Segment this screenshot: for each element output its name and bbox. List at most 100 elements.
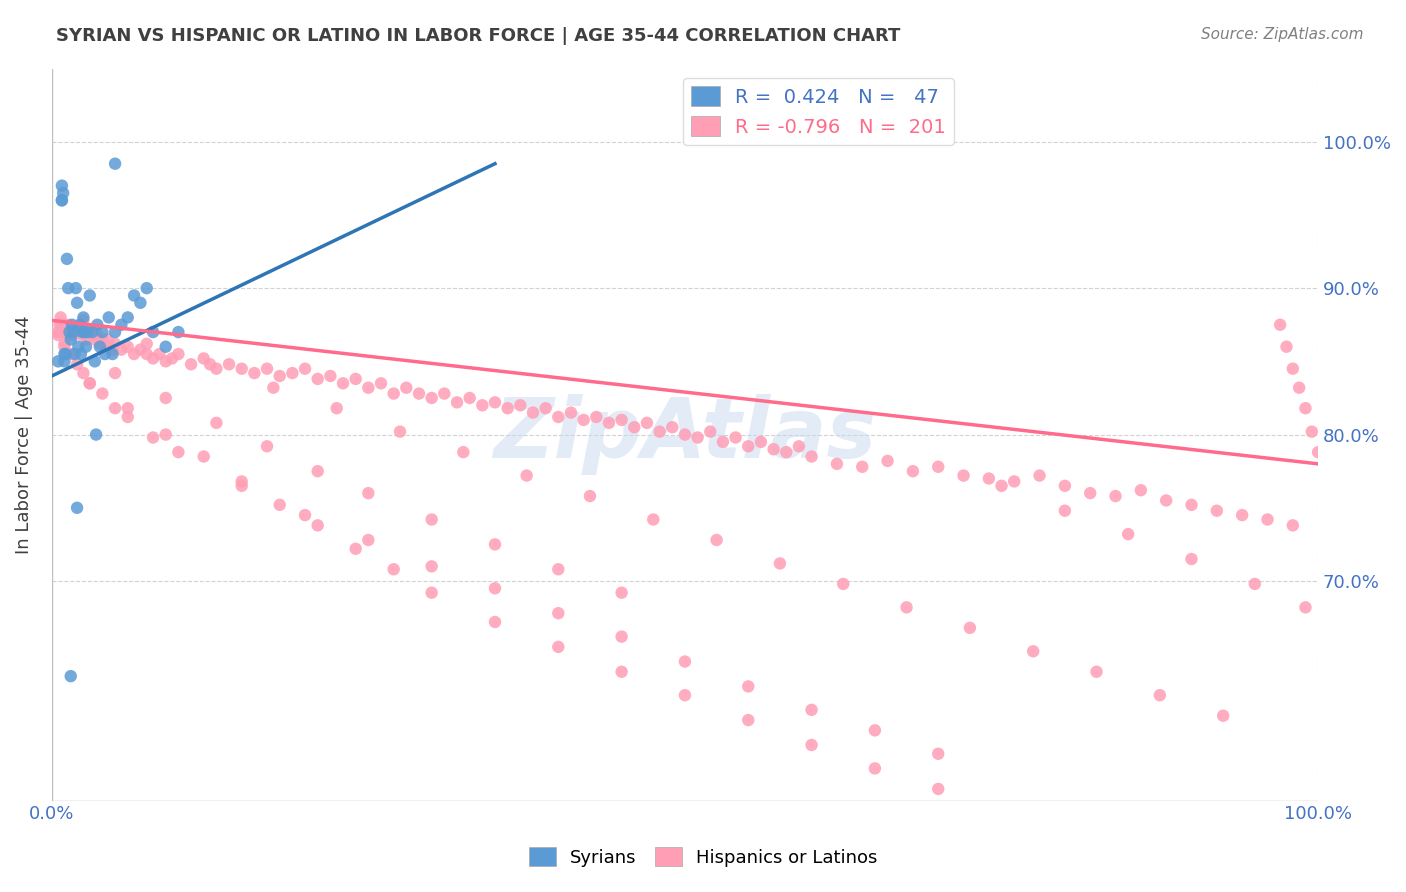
Point [51, 178, 73, 193]
Point [876, 454, 898, 468]
Point [91, 386, 114, 401]
Point [673, 688, 696, 702]
Point [648, 425, 671, 439]
Point [1308, 445, 1330, 459]
Point [53, 340, 76, 354]
Point [484, 395, 506, 409]
Point [59, 332, 82, 346]
Point [94, 347, 117, 361]
Point [96, 332, 118, 346]
Point [62, 328, 84, 343]
Point [86, 328, 108, 343]
Point [51, 318, 73, 332]
Point [91, 332, 114, 346]
Point [94, 340, 117, 354]
Point [73, 325, 96, 339]
Point [91, 325, 114, 339]
Point [1230, 884, 1253, 892]
Point [79, 288, 101, 302]
Point [471, 398, 494, 412]
Point [706, 533, 728, 547]
Point [395, 381, 418, 395]
Point [110, 343, 132, 357]
Point [63, 325, 86, 339]
Point [522, 406, 544, 420]
Point [1053, 504, 1076, 518]
Point [70, 328, 93, 343]
Point [1028, 468, 1050, 483]
Point [89, 340, 111, 354]
Point [1256, 512, 1278, 526]
Point [769, 557, 792, 571]
Point [72, 313, 94, 327]
Point [79, 376, 101, 391]
Point [76, 332, 98, 346]
Point [83, 332, 105, 346]
Point [89, 336, 111, 351]
Point [325, 401, 347, 416]
Text: Source: ZipAtlas.com: Source: ZipAtlas.com [1201, 27, 1364, 42]
Point [579, 489, 602, 503]
Point [357, 533, 380, 547]
Point [76, 325, 98, 339]
Point [155, 391, 177, 405]
Point [959, 621, 981, 635]
Point [135, 281, 157, 295]
Point [52, 325, 75, 339]
Point [83, 354, 105, 368]
Point [65, 281, 87, 295]
Point [104, 336, 127, 351]
Point [382, 562, 405, 576]
Point [56, 325, 79, 339]
Point [319, 369, 342, 384]
Point [46, 354, 69, 368]
Point [110, 318, 132, 332]
Point [97, 310, 120, 325]
Point [82, 325, 104, 339]
Point [205, 416, 228, 430]
Point [547, 562, 569, 576]
Point [673, 427, 696, 442]
Point [382, 386, 405, 401]
Point [686, 430, 709, 444]
Legend: Syrians, Hispanics or Latinos: Syrians, Hispanics or Latinos [522, 840, 884, 874]
Point [63, 347, 86, 361]
Point [46, 325, 69, 339]
Point [610, 413, 633, 427]
Point [58, 325, 80, 339]
Point [1281, 518, 1303, 533]
Point [117, 310, 139, 325]
Point [737, 439, 759, 453]
Point [1053, 479, 1076, 493]
Point [1104, 489, 1126, 503]
Point [1288, 381, 1310, 395]
Point [122, 288, 145, 302]
Point [269, 369, 291, 384]
Point [927, 747, 949, 761]
Point [851, 459, 873, 474]
Point [453, 445, 475, 459]
Point [1116, 845, 1139, 859]
Point [534, 401, 557, 416]
Point [155, 354, 177, 368]
Point [610, 585, 633, 599]
Point [160, 351, 183, 366]
Point [1002, 475, 1025, 489]
Point [155, 427, 177, 442]
Point [643, 512, 665, 526]
Point [661, 420, 683, 434]
Point [863, 761, 886, 775]
Point [167, 445, 190, 459]
Point [484, 615, 506, 629]
Point [66, 500, 89, 515]
Point [1180, 552, 1202, 566]
Point [598, 416, 620, 430]
Point [70, 325, 93, 339]
Point [484, 582, 506, 596]
Point [72, 366, 94, 380]
Point [98, 340, 121, 354]
Point [1078, 486, 1101, 500]
Point [122, 347, 145, 361]
Point [307, 464, 329, 478]
Point [58, 328, 80, 343]
